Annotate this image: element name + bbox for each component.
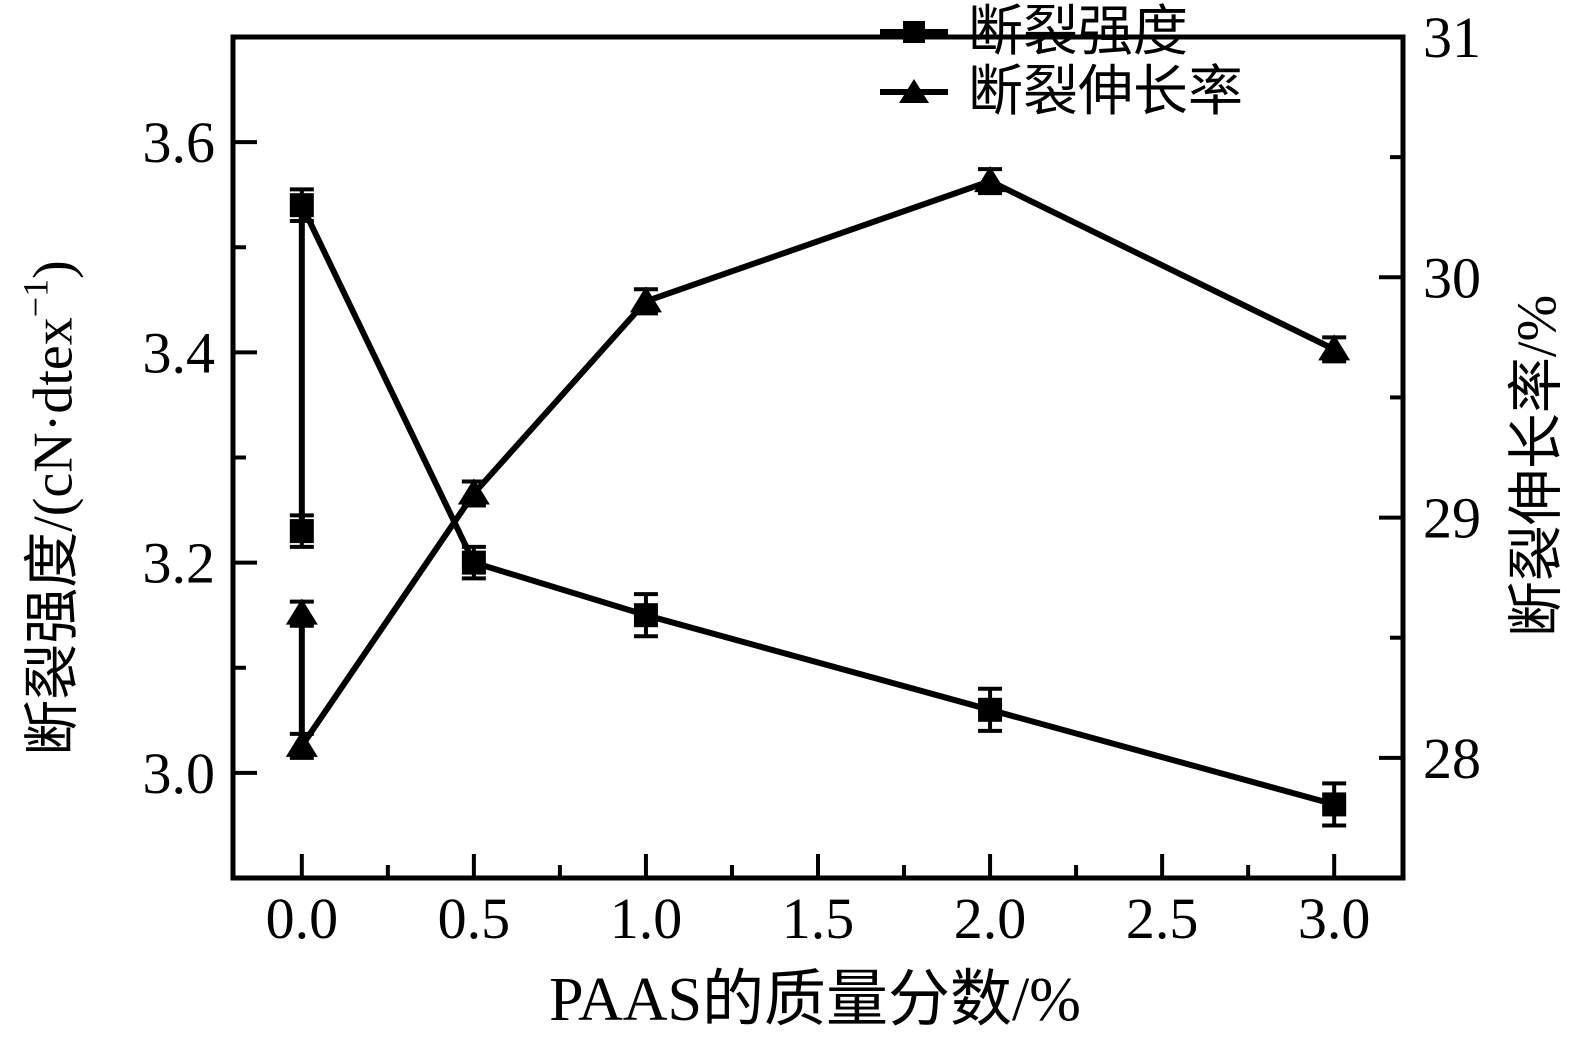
strength-data-point-marker [289,193,314,218]
y-left-tick-label: 3.0 [143,741,216,806]
y-right-axis-title: 断裂伸长率/% [1506,294,1569,638]
y-left-tick-label: 3.2 [143,531,216,596]
x-axis-tick-label: 0.5 [438,886,511,951]
elongation-data-point-marker [974,166,1007,193]
elongation-data-point-marker [285,730,318,757]
legend: 断裂强度 断裂伸长率 [880,2,1243,122]
legend-label: 断裂伸长率 [968,61,1244,122]
y-left-tick-label: 3.6 [143,110,216,175]
plot-frame [230,34,1406,881]
strength-data-point-marker [633,603,658,628]
y-right-tick-label: 31 [1423,5,1481,70]
strength-data-point-marker [289,519,314,544]
x-axis-tick-label: 1.0 [610,886,683,951]
y-left-title-close: ) [22,260,85,279]
y-left-axis-title: 断裂强度/(cN·dtex−1) [8,260,89,756]
elongation-data-point-marker [629,286,662,313]
x-axis-tick-label: 2.0 [954,886,1027,951]
x-axis-tick-label: 1.5 [782,886,855,951]
strength-data-point-marker [978,697,1003,722]
y-right-tick-label: 29 [1423,486,1481,551]
y-left-title-text: 断裂强度/(cN·dtex [22,317,85,756]
legend-item-strength: 断裂强度 [880,2,1243,62]
y-left-title-superscript: −1 [15,278,56,318]
x-axis-title: PAAS的质量分数/% [549,966,1081,1034]
elongation-data-point-marker [457,478,490,505]
y-left-tick-label: 3.4 [143,320,216,385]
legend-item-elongation: 断裂伸长率 [880,62,1243,122]
strength-data-point-marker [1322,792,1347,817]
elongation-series-line [298,177,1336,756]
strength-series-line [298,203,1335,808]
x-axis-tick-label: 3.0 [1298,886,1371,951]
x-axis-tick-label: 2.5 [1126,886,1199,951]
elongation-data-point-marker [1318,334,1351,361]
y-right-tick-label: 28 [1423,726,1481,791]
legend-square-marker-icon [880,21,948,43]
y-right-tick-label: 30 [1423,245,1481,310]
legend-triangle-marker-icon [880,79,948,103]
x-axis-tick-label: 0.0 [266,886,339,951]
legend-label: 断裂强度 [968,1,1189,62]
elongation-data-point-marker [285,598,318,625]
strength-data-point-marker [461,550,486,575]
